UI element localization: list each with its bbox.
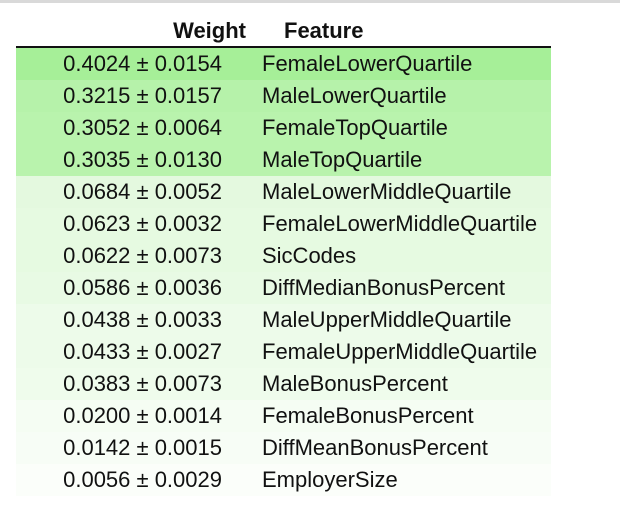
- table-row: 0.0684 ± 0.0052 MaleLowerMiddleQuartile: [16, 176, 552, 208]
- table-row: 0.3052 ± 0.0064 FemaleTopQuartile: [16, 112, 552, 144]
- weight-cell: 0.3215 ± 0.0157: [63, 83, 222, 108]
- table-row: 0.4024 ± 0.0154 FemaleLowerQuartile: [16, 47, 552, 80]
- feature-cell: MaleTopQuartile: [262, 147, 423, 172]
- feature-cell: MaleLowerMiddleQuartile: [262, 179, 512, 204]
- feature-cell: MaleBonusPercent: [262, 371, 448, 396]
- table-row: 0.0200 ± 0.0014 FemaleBonusPercent: [16, 400, 552, 432]
- feature-cell: EmployerSize: [262, 467, 398, 492]
- feature-cell: FemaleLowerQuartile: [262, 51, 473, 76]
- weight-cell: 0.0433 ± 0.0027: [63, 339, 222, 364]
- weight-cell: 0.0142 ± 0.0015: [63, 435, 222, 460]
- table-row: 0.0433 ± 0.0027 FemaleUpperMiddleQuartile: [16, 336, 552, 368]
- table-row: 0.0383 ± 0.0073 MaleBonusPercent: [16, 368, 552, 400]
- table-row: 0.3035 ± 0.0130 MaleTopQuartile: [16, 144, 552, 176]
- weight-cell: 0.0200 ± 0.0014: [63, 403, 222, 428]
- weight-cell: 0.0383 ± 0.0073: [63, 371, 222, 396]
- feature-cell: FemaleBonusPercent: [262, 403, 474, 428]
- table-row: 0.0142 ± 0.0015 DiffMeanBonusPercent: [16, 432, 552, 464]
- feature-cell: FemaleLowerMiddleQuartile: [262, 211, 538, 236]
- header-row: Weight Feature: [16, 14, 552, 48]
- feature-cell: DiffMeanBonusPercent: [262, 435, 488, 460]
- table-row: 0.0622 ± 0.0073 SicCodes: [16, 240, 552, 272]
- feature-cell: DiffMedianBonusPercent: [262, 275, 505, 300]
- feature-cell: FemaleUpperMiddleQuartile: [262, 339, 538, 364]
- table-body: 0.4024 ± 0.0154 FemaleLowerQuartile 0.3215…: [16, 47, 552, 496]
- table-row: 0.3215 ± 0.0157 MaleLowerQuartile: [16, 80, 552, 112]
- feature-cell: MaleLowerQuartile: [262, 83, 447, 108]
- weight-cell: 0.3035 ± 0.0130: [63, 147, 222, 172]
- weight-cell: 0.3052 ± 0.0064: [63, 115, 222, 140]
- weight-column-header: Weight: [16, 14, 254, 48]
- table-row: 0.0623 ± 0.0032 FemaleLowerMiddleQuartile: [16, 208, 552, 240]
- weight-cell: 0.0623 ± 0.0032: [63, 211, 222, 236]
- weight-cell: 0.0438 ± 0.0033: [63, 307, 222, 332]
- weight-cell: 0.0056 ± 0.0029: [63, 467, 222, 492]
- feature-cell: FemaleTopQuartile: [262, 115, 448, 140]
- weight-cell: 0.0622 ± 0.0073: [63, 243, 222, 268]
- table-row: 0.0586 ± 0.0036 DiffMedianBonusPercent: [16, 272, 552, 304]
- feature-column-header: Feature: [254, 14, 552, 48]
- weight-cell: 0.0684 ± 0.0052: [63, 179, 222, 204]
- feature-cell: MaleUpperMiddleQuartile: [262, 307, 512, 332]
- weight-cell: 0.0586 ± 0.0036: [63, 275, 222, 300]
- feature-cell: SicCodes: [262, 243, 357, 268]
- weight-cell: 0.4024 ± 0.0154: [63, 51, 222, 76]
- top-divider: [0, 0, 620, 3]
- table-header: Weight Feature: [16, 14, 552, 48]
- table-row: 0.0056 ± 0.0029 EmployerSize: [16, 464, 552, 496]
- table-row: 0.0438 ± 0.0033 MaleUpperMiddleQuartile: [16, 304, 552, 336]
- feature-weights-table: Weight Feature 0.4024 ± 0.0154 FemaleLowe…: [16, 14, 552, 496]
